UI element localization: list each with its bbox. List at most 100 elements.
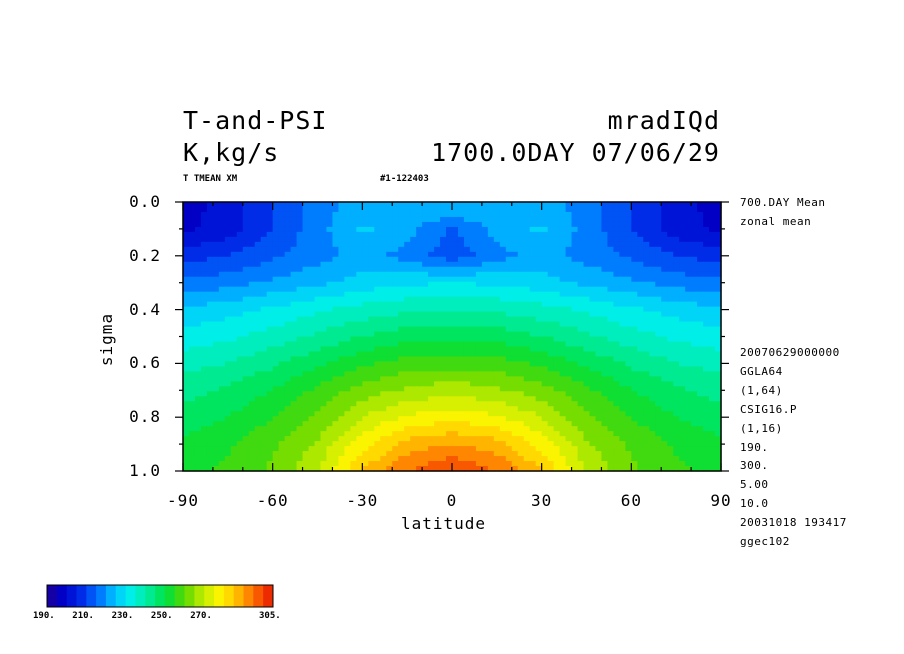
heatmap-cell <box>344 366 351 372</box>
heatmap-cell <box>475 376 483 382</box>
heatmap-cell <box>697 331 704 338</box>
heatmap-cell <box>553 231 561 238</box>
heatmap-cell <box>368 316 375 323</box>
heatmap-cell <box>224 316 232 323</box>
heatmap-cell <box>553 241 561 248</box>
heatmap-cell <box>457 376 465 382</box>
heatmap-cell <box>481 356 489 363</box>
heatmap-cell <box>649 331 656 338</box>
heatmap-cell <box>434 246 441 253</box>
heatmap-cell <box>487 296 495 303</box>
heatmap-cell <box>362 451 369 457</box>
heatmap-cell <box>511 236 519 243</box>
heatmap-cell <box>236 251 244 258</box>
heatmap-cell <box>242 421 250 427</box>
heatmap-cell <box>469 391 477 397</box>
heatmap-cell <box>679 276 686 283</box>
heatmap-cell <box>296 291 304 298</box>
heatmap-cell <box>332 286 340 293</box>
time-stamp: 1700.0DAY 07/06/29 <box>431 138 720 167</box>
heatmap-cell <box>469 286 477 293</box>
heatmap-cell <box>715 466 722 472</box>
heatmap-cell <box>404 371 411 377</box>
heatmap-cell <box>559 311 567 318</box>
heatmap-cell <box>547 426 555 432</box>
heatmap-cell <box>338 431 345 437</box>
heatmap-cell <box>613 221 620 228</box>
heatmap-cell <box>183 431 190 437</box>
heatmap-cell <box>410 216 417 223</box>
heatmap-cell <box>625 426 632 432</box>
heatmap-cell <box>637 226 644 233</box>
heatmap-cell <box>296 381 304 387</box>
heatmap-cell <box>505 346 513 353</box>
heatmap-cell <box>434 426 441 432</box>
heatmap-cell <box>463 311 471 318</box>
heatmap-cell <box>404 326 411 333</box>
heatmap-cell <box>242 346 250 353</box>
heatmap-cell <box>667 381 674 387</box>
heatmap-cell <box>511 416 519 422</box>
heatmap-cell <box>380 411 387 417</box>
heatmap-cell <box>254 306 262 313</box>
heatmap-cell <box>446 391 453 397</box>
heatmap-cell <box>398 466 405 472</box>
heatmap-cell <box>535 261 543 268</box>
heatmap-cell <box>571 221 579 228</box>
heatmap-cell <box>212 326 220 333</box>
heatmap-cell <box>194 386 202 392</box>
heatmap-cell <box>374 261 381 268</box>
heatmap-cell <box>194 466 202 472</box>
heatmap-cell <box>290 396 298 402</box>
heatmap-cell <box>392 221 399 228</box>
heatmap-cell <box>703 351 710 358</box>
colorbar-cell <box>135 585 146 607</box>
heatmap-cell <box>505 351 513 358</box>
heatmap-cell <box>673 396 680 402</box>
heatmap-cell <box>440 256 447 263</box>
colorbar-cell <box>125 585 136 607</box>
heatmap-cell <box>715 301 722 308</box>
heatmap-cell <box>589 461 597 467</box>
heatmap-cell <box>691 436 698 442</box>
heatmap-cell <box>200 331 208 338</box>
heatmap-cell <box>224 266 232 273</box>
heatmap-cell <box>332 246 340 253</box>
heatmap-cell <box>481 346 489 353</box>
heatmap-cell <box>493 211 501 218</box>
heatmap-cell <box>230 351 238 358</box>
heatmap-cell <box>475 321 483 328</box>
heatmap-cell <box>613 306 620 313</box>
heatmap-cell <box>517 296 525 303</box>
heatmap-cell <box>535 386 543 392</box>
heatmap-cell <box>571 306 579 313</box>
heatmap-cell <box>356 202 363 208</box>
heatmap-cell <box>613 286 620 293</box>
heatmap-cell <box>380 202 387 208</box>
heatmap-cell <box>440 296 447 303</box>
heatmap-cell <box>661 211 668 218</box>
heatmap-cell <box>505 306 513 313</box>
heatmap-cell <box>248 231 256 238</box>
heatmap-cell <box>595 451 603 457</box>
heatmap-cell <box>607 421 614 427</box>
heatmap-cell <box>183 341 190 348</box>
heatmap-cell <box>183 461 190 467</box>
heatmap-cell <box>601 391 609 397</box>
heatmap-cell <box>278 346 286 353</box>
heatmap-cell <box>493 356 501 363</box>
heatmap-cell <box>649 311 656 318</box>
heatmap-cell <box>230 386 238 392</box>
heatmap-cell <box>308 406 316 412</box>
heatmap-cell <box>583 216 591 223</box>
heatmap-cell <box>284 351 292 358</box>
heatmap-cell <box>607 336 614 343</box>
heatmap-cell <box>272 341 280 348</box>
heatmap-cell <box>362 406 369 412</box>
heatmap-cell <box>302 202 310 208</box>
heatmap-cell <box>284 356 292 363</box>
heatmap-cell <box>260 251 268 258</box>
heatmap-cell <box>428 202 435 208</box>
heatmap-cell <box>422 386 429 392</box>
heatmap-cell <box>386 211 393 218</box>
